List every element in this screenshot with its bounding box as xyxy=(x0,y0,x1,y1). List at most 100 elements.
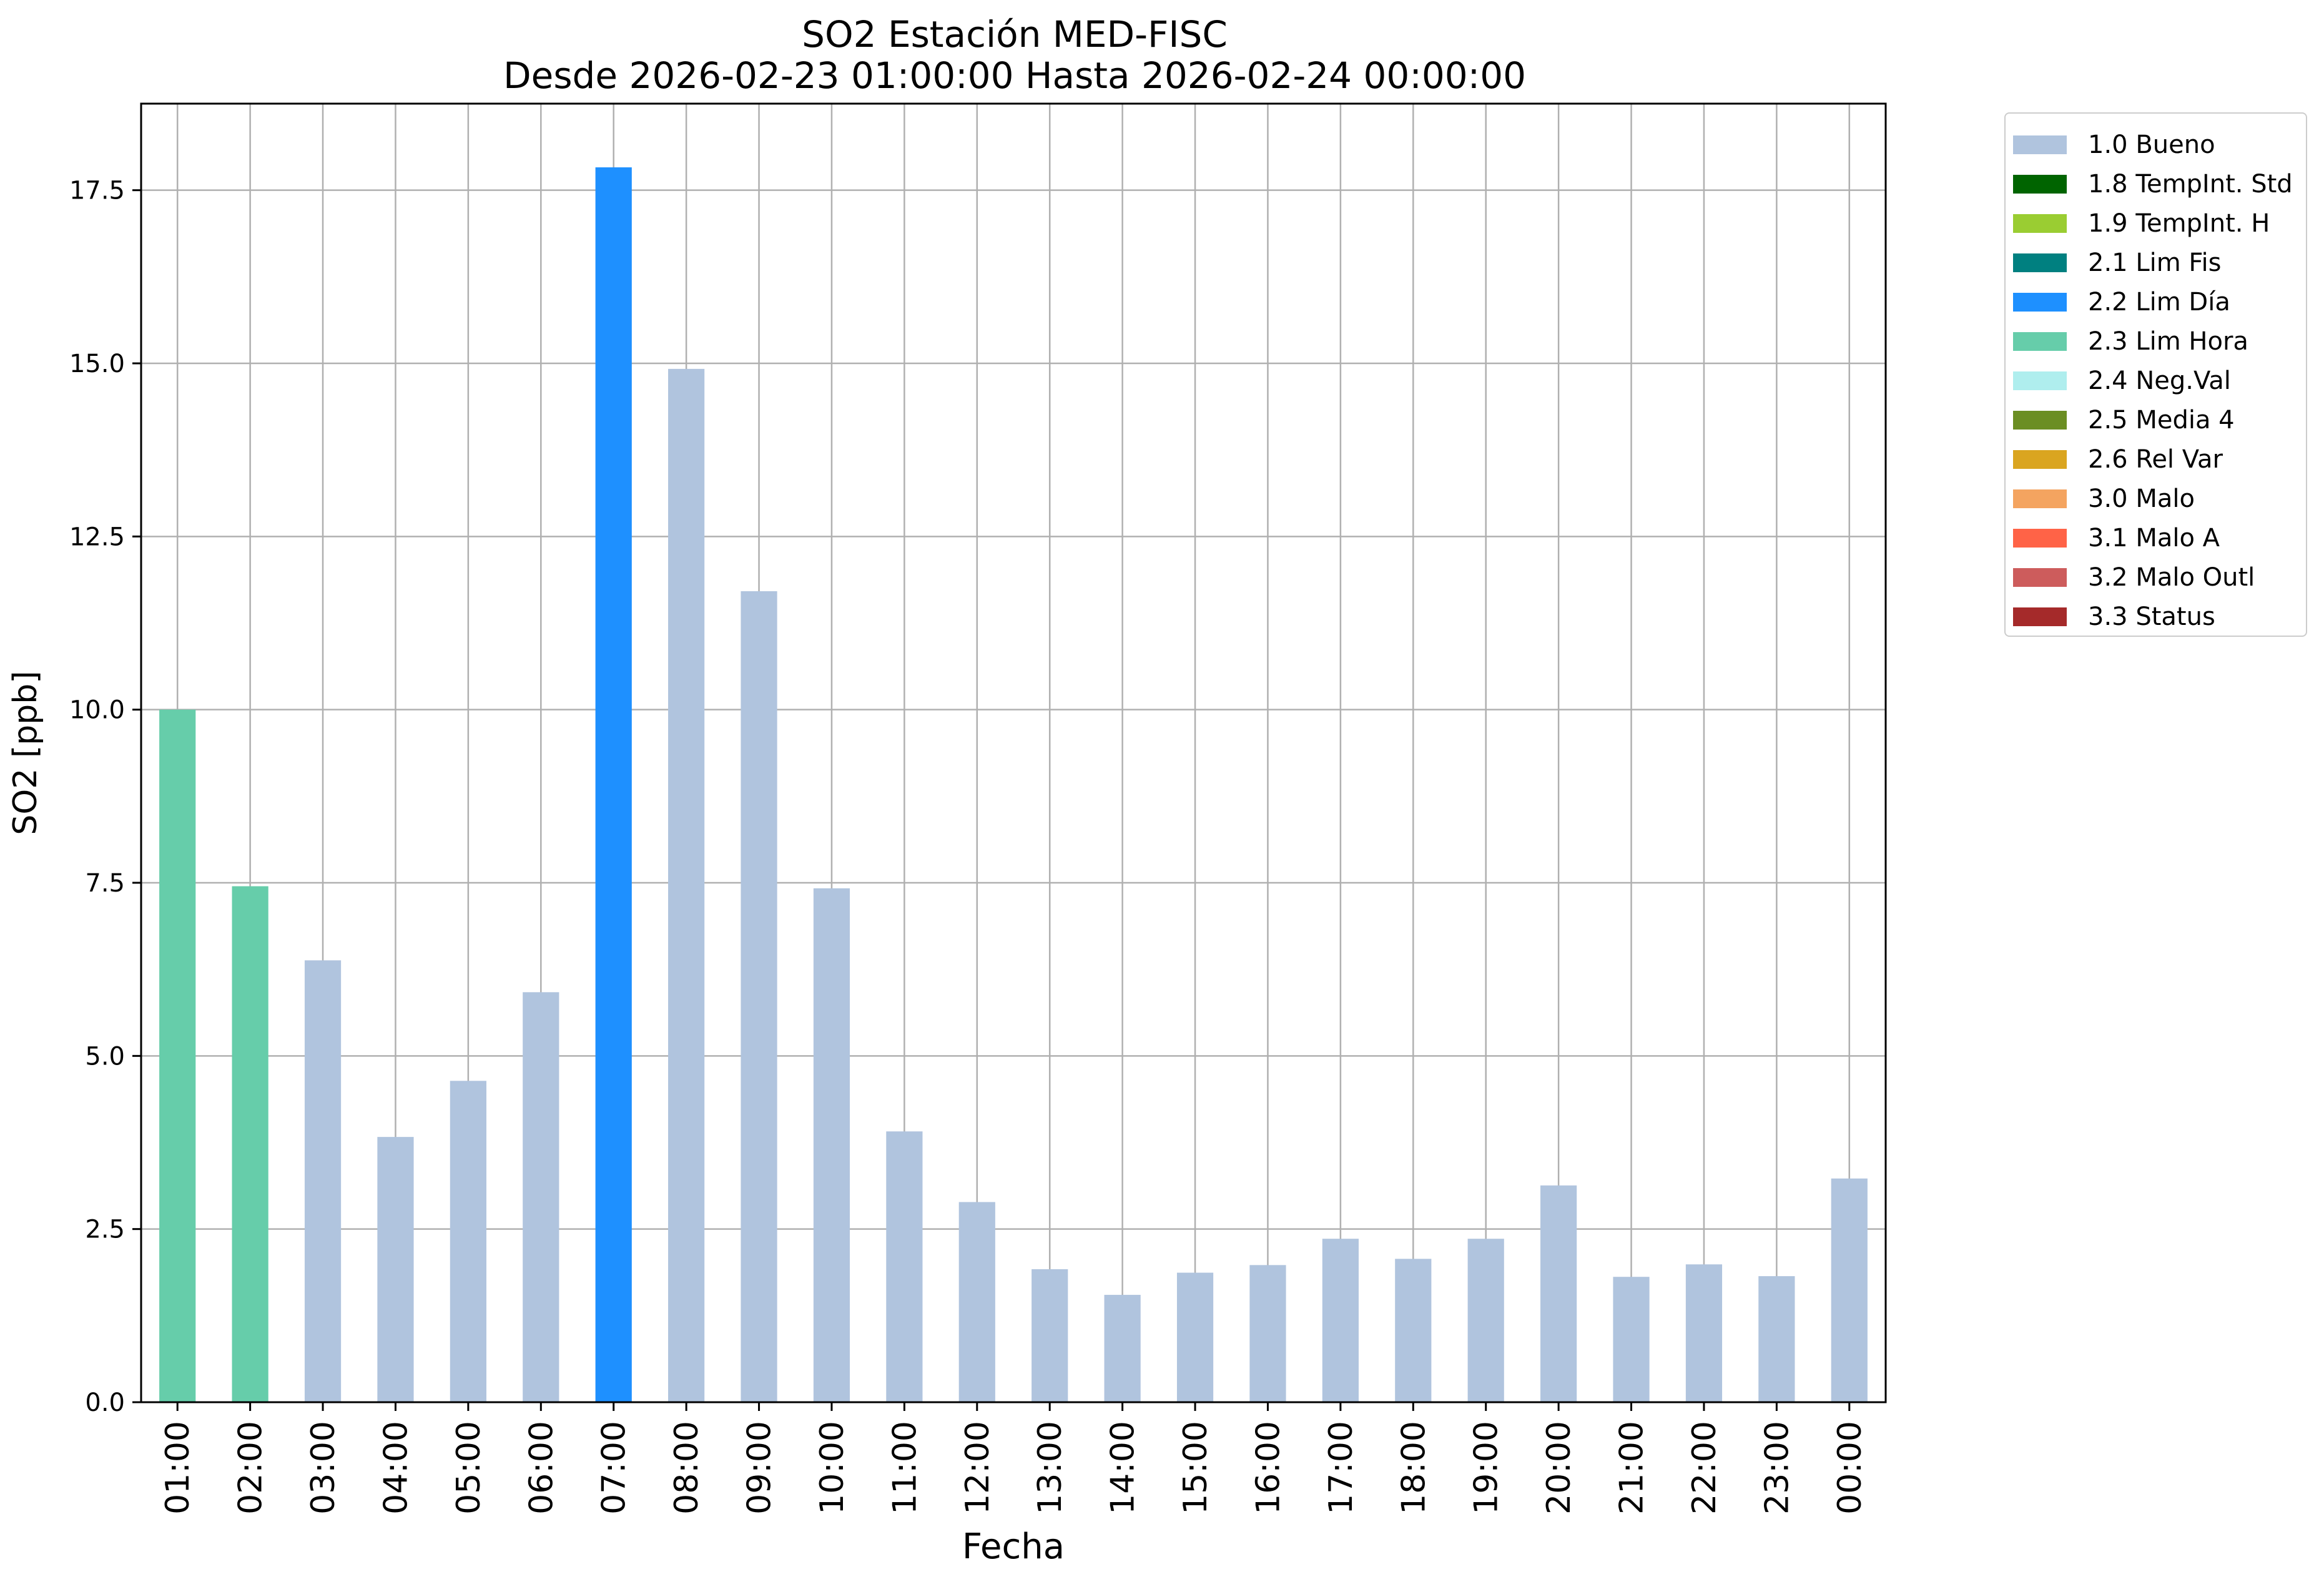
y-tick-label: 2.5 xyxy=(85,1216,125,1244)
chart-subtitle: Desde 2026-02-23 01:00:00 Hasta 2026-02-… xyxy=(503,54,1527,97)
legend-swatch xyxy=(2013,135,2067,154)
x-tick-label: 06:00 xyxy=(523,1421,560,1515)
x-tick-label: 22:00 xyxy=(1686,1421,1723,1515)
x-tick-label: 12:00 xyxy=(959,1421,997,1515)
x-tick-label: 02:00 xyxy=(232,1421,270,1515)
bar-1800 xyxy=(1395,1259,1432,1402)
y-tick-label: 5.0 xyxy=(85,1042,125,1071)
bars xyxy=(159,167,1868,1403)
legend-item: 1.8 TempInt. Std xyxy=(2006,164,2306,204)
y-axis-label: SO2 [ppb] xyxy=(7,671,44,835)
x-tick-label: 19:00 xyxy=(1468,1421,1505,1515)
legend-item: 2.3 Lim Hora xyxy=(2006,322,2306,361)
legend-label: 1.9 TempInt. H xyxy=(2088,209,2270,238)
legend-swatch xyxy=(2013,371,2067,390)
x-tick-label: 04:00 xyxy=(377,1421,415,1515)
legend-label: 2.2 Lim Día xyxy=(2088,287,2230,317)
x-tick-label: 21:00 xyxy=(1613,1421,1651,1515)
legend-item: 2.1 Lim Fis xyxy=(2006,243,2306,282)
legend-swatch xyxy=(2013,410,2067,430)
x-tick-label: 23:00 xyxy=(1758,1421,1796,1515)
legend-item: 3.0 Malo xyxy=(2006,479,2306,518)
x-tick-label: 07:00 xyxy=(596,1421,633,1515)
bar-1600 xyxy=(1249,1265,1286,1402)
bar-0200 xyxy=(232,886,268,1402)
legend-label: 1.8 TempInt. Std xyxy=(2088,169,2293,199)
legend-swatch xyxy=(2013,567,2067,587)
x-tick-label: 13:00 xyxy=(1032,1421,1069,1515)
legend-swatch xyxy=(2013,174,2067,194)
legend-label: 2.3 Lim Hora xyxy=(2088,327,2248,356)
bar-1200 xyxy=(958,1202,995,1402)
x-tick-label: 20:00 xyxy=(1540,1421,1578,1515)
legend-swatch xyxy=(2013,292,2067,312)
legend-item: 3.2 Malo Outl xyxy=(2006,558,2306,597)
x-tick-label: 18:00 xyxy=(1395,1421,1432,1515)
y-tick-label: 17.5 xyxy=(69,177,125,205)
legend: 1.0 Bueno 1.8 TempInt. Std 1.9 TempInt. H 2… xyxy=(2004,112,2307,637)
x-tick-label: 11:00 xyxy=(886,1421,923,1515)
bar-2000 xyxy=(1540,1185,1577,1402)
bar-1500 xyxy=(1176,1272,1214,1402)
y-tick-label: 0.0 xyxy=(85,1388,125,1417)
legend-label: 2.5 Media 4 xyxy=(2088,405,2235,435)
bar-1900 xyxy=(1467,1239,1504,1402)
legend-item: 2.4 Neg.Val xyxy=(2006,361,2306,400)
legend-swatch xyxy=(2013,528,2067,548)
x-tick-label: 16:00 xyxy=(1249,1421,1287,1515)
bar-2300 xyxy=(1758,1276,1795,1402)
plot-frame xyxy=(140,102,1887,1403)
bar-1400 xyxy=(1104,1295,1141,1402)
legend-label: 3.0 Malo xyxy=(2088,484,2195,513)
bar-0300 xyxy=(304,960,342,1402)
legend-swatch xyxy=(2013,450,2067,469)
bar-0800 xyxy=(668,368,705,1402)
bar-2200 xyxy=(1685,1264,1723,1402)
legend-swatch xyxy=(2013,607,2067,626)
bar-1300 xyxy=(1032,1269,1068,1402)
x-axis-label: Fecha xyxy=(962,1526,1065,1567)
x-tick-label: 17:00 xyxy=(1322,1421,1360,1515)
bar-1000 xyxy=(813,888,850,1402)
bar-1700 xyxy=(1322,1239,1359,1402)
legend-swatch xyxy=(2013,489,2067,508)
legend-swatch xyxy=(2013,253,2067,272)
legend-label: 3.3 Status xyxy=(2088,602,2215,631)
legend-swatch xyxy=(2013,332,2067,351)
axes: 0.0 2.5 5.0 7.5 10.0 12.5 15.0 17.5 01:00 02:00 03… xyxy=(69,177,1869,1515)
legend-item: 3.1 Malo A xyxy=(2006,518,2306,558)
bar-0400 xyxy=(377,1137,414,1402)
x-tick-label: 14:00 xyxy=(1105,1421,1142,1515)
legend-label: 3.1 Malo A xyxy=(2088,523,2220,553)
legend-swatch xyxy=(2013,214,2067,233)
x-tick-label: 15:00 xyxy=(1177,1421,1214,1515)
legend-label: 2.1 Lim Fis xyxy=(2088,248,2222,277)
legend-label: 3.2 Malo Outl xyxy=(2088,563,2255,592)
x-tick-label: 09:00 xyxy=(741,1421,779,1515)
x-tick-label: 10:00 xyxy=(814,1421,851,1515)
x-tick-label: 08:00 xyxy=(668,1421,706,1515)
x-tick-label: 00:00 xyxy=(1831,1421,1869,1515)
x-tick-label: 03:00 xyxy=(305,1421,342,1515)
legend-item: 2.2 Lim Día xyxy=(2006,282,2306,322)
legend-item: 1.0 Bueno xyxy=(2006,125,2306,164)
x-tick-label: 05:00 xyxy=(450,1421,488,1515)
bar-0000 xyxy=(1831,1178,1868,1402)
chart-title: SO2 Estación MED-FISC xyxy=(802,13,1228,56)
bar-0900 xyxy=(741,591,777,1402)
legend-label: 1.0 Bueno xyxy=(2088,130,2215,159)
legend-label: 2.6 Rel Var xyxy=(2088,445,2223,474)
bar-0100 xyxy=(159,709,196,1402)
bar-0700 xyxy=(595,167,632,1403)
legend-item: 1.9 TempInt. H xyxy=(2006,204,2306,243)
legend-item: 2.5 Media 4 xyxy=(2006,400,2306,440)
legend-item: 3.3 Status xyxy=(2006,597,2306,636)
y-tick-label: 10.0 xyxy=(69,696,125,725)
legend-label: 2.4 Neg.Val xyxy=(2088,366,2231,395)
y-tick-label: 7.5 xyxy=(85,869,125,898)
bar-0600 xyxy=(523,992,559,1402)
x-tick-label: 01:00 xyxy=(159,1421,197,1515)
bar-0500 xyxy=(450,1081,486,1402)
legend-item: 2.6 Rel Var xyxy=(2006,440,2306,479)
